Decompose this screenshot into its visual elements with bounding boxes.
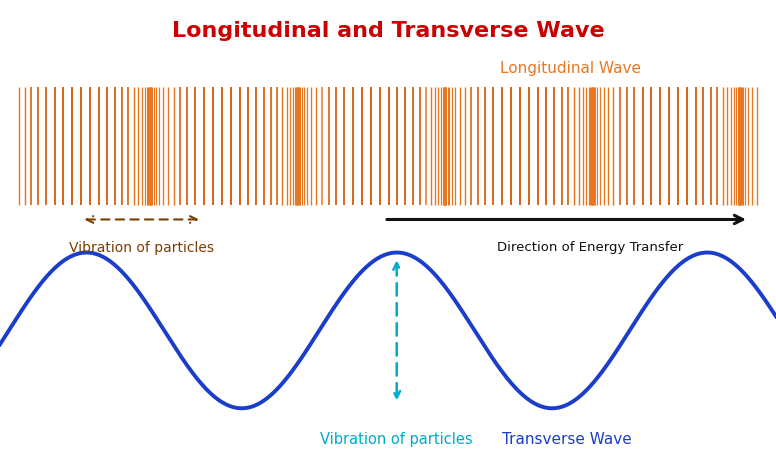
Text: Vibration of particles: Vibration of particles — [320, 432, 473, 447]
Text: Vibration of particles: Vibration of particles — [69, 242, 214, 255]
Text: Longitudinal Wave: Longitudinal Wave — [500, 61, 641, 76]
Text: Longitudinal and Transverse Wave: Longitudinal and Transverse Wave — [171, 21, 605, 41]
Text: Transverse Wave: Transverse Wave — [501, 432, 632, 447]
Text: Direction of Energy Transfer: Direction of Energy Transfer — [497, 242, 683, 254]
